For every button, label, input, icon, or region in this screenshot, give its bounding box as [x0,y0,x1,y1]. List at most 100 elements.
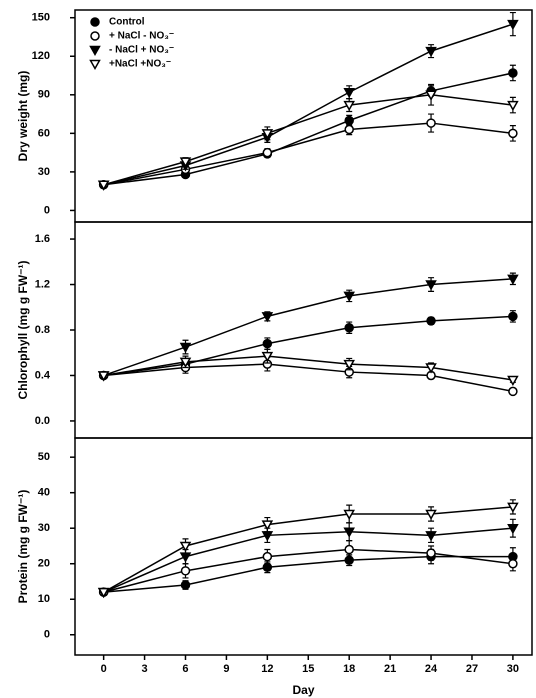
series-line [103,315,513,377]
data-point [507,274,519,285]
y-tick-label: 30 [38,166,50,178]
series-line [103,506,513,593]
data-point [425,509,437,521]
y-tick-label: 0.4 [35,369,51,381]
data-point [179,541,192,552]
data-point [343,359,355,371]
legend-label: - NaCl + NO₃⁻ [109,45,174,56]
series-line [103,23,514,186]
data-point [425,90,437,101]
legend-label: +NaCl +NO₃⁻ [109,59,171,70]
x-tick-label: 12 [261,663,273,675]
data-point [180,566,191,576]
x-tick-label: 0 [101,663,107,675]
series-line [103,278,513,377]
data-point [261,520,274,531]
data-point [425,531,437,542]
y-tick-label: 1.2 [35,278,50,290]
x-tick-label: 6 [182,663,188,675]
data-point [344,544,354,555]
data-point [179,357,192,368]
y-axis-label: Chlorophyll (mg g FW⁻¹) [16,261,30,400]
x-tick-label: 9 [223,663,229,675]
data-point [97,587,110,599]
data-point [344,124,354,135]
y-axis-label: Dry weight (mg) [16,71,30,162]
data-point [507,375,519,387]
data-point [508,68,518,78]
data-point [343,509,355,521]
y-tick-label: 150 [32,12,50,24]
data-point [508,311,518,322]
y-tick-label: 0.0 [35,415,50,427]
legend-label: + NaCl - NO₃⁻ [109,31,174,42]
data-point [426,548,436,558]
data-point [262,562,273,573]
data-point [262,551,273,562]
series-line [103,94,513,186]
x-tick-label: 30 [507,663,519,675]
data-point [262,147,273,158]
data-point [508,386,518,397]
series-line [103,355,514,381]
series-line [103,527,513,593]
data-point [261,129,274,140]
data-point [507,502,519,513]
plot-frame [74,9,533,223]
y-tick-label: 120 [32,50,50,62]
data-point [179,342,192,354]
y-tick-label: 0 [44,629,50,641]
y-tick-label: 10 [38,593,50,605]
data-point [262,338,273,349]
data-point [425,363,437,374]
legend-marker [90,31,100,41]
data-point [426,316,436,326]
data-point [508,558,518,569]
series-line [103,122,513,186]
data-point [507,523,519,535]
legend-marker [89,59,101,71]
data-point [97,371,110,382]
legend-marker [89,45,101,57]
x-tick-label: 27 [466,663,478,675]
data-point [426,118,436,128]
legend-marker [90,17,100,27]
series-line [103,548,513,593]
plot-frame [74,437,533,656]
x-tick-label: 15 [302,663,314,675]
x-tick-label: 18 [343,663,355,675]
y-axis-label: Protein (mg g FW⁻¹) [16,490,30,604]
y-tick-label: 30 [38,522,50,534]
data-point [97,180,110,191]
y-tick-label: 40 [38,487,50,499]
y-tick-label: 60 [38,127,50,139]
data-point [425,46,437,58]
legend-label: Control [109,17,145,28]
data-point [425,280,437,291]
data-point [180,580,191,590]
data-point [343,291,355,302]
y-tick-label: 1.6 [35,233,50,245]
x-axis-label: Day [292,683,314,697]
x-tick-label: 21 [384,663,396,675]
data-point [344,322,354,333]
series-line [103,72,514,186]
data-point [261,312,274,323]
y-tick-label: 0.8 [35,324,50,336]
y-tick-label: 90 [38,89,50,101]
x-tick-label: 24 [425,663,438,675]
data-point [343,527,355,538]
data-point [261,351,274,363]
data-point [343,100,355,112]
data-point [179,552,192,563]
y-tick-label: 20 [38,558,50,570]
series-line [103,555,513,593]
x-tick-label: 3 [142,663,148,675]
data-point [179,157,192,168]
data-point [343,87,355,99]
y-tick-label: 0 [44,204,50,216]
plot-frame [74,221,533,439]
data-point [507,100,519,112]
data-point [344,115,354,126]
